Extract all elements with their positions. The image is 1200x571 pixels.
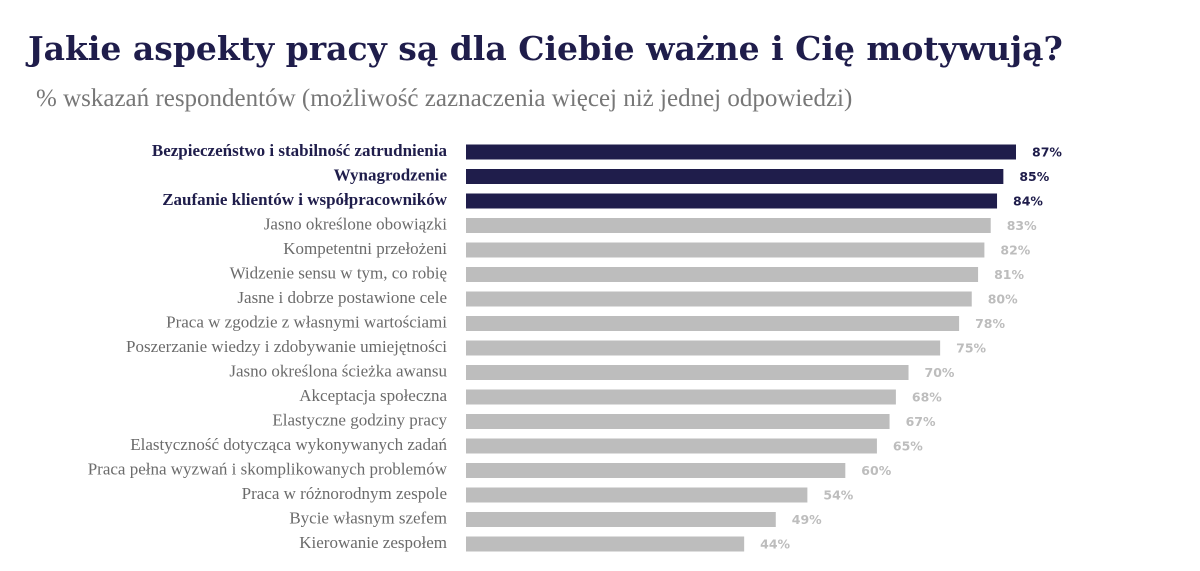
category-label: Bezpieczeństwo i stabilność zatrudnienia — [152, 141, 448, 160]
category-label: Poszerzanie wiedzy i zdobywanie umiejętn… — [126, 337, 447, 356]
category-label: Kompetentni przełożeni — [283, 239, 447, 258]
value-label: 81% — [994, 267, 1024, 282]
category-label: Praca pełna wyzwań i skomplikowanych pro… — [88, 459, 448, 478]
bar — [466, 242, 985, 258]
category-label: Elastyczne godziny pracy — [272, 410, 447, 429]
chart-subtitle: % wskazań respondentów (możliwość zaznac… — [36, 85, 852, 112]
bar — [466, 463, 846, 478]
bar — [466, 487, 808, 503]
value-label: 67% — [906, 414, 936, 429]
bar — [466, 316, 960, 331]
value-label: 78% — [975, 316, 1005, 331]
value-label: 60% — [861, 463, 891, 478]
category-label: Elastyczność dotycząca wykonywanych zada… — [130, 435, 447, 454]
value-label: 80% — [988, 292, 1018, 307]
value-label: 70% — [925, 365, 955, 380]
category-label: Wynagrodzenie — [334, 165, 448, 184]
category-label: Jasno określone obowiązki — [264, 214, 447, 233]
bar — [466, 365, 909, 380]
bar — [466, 169, 1004, 184]
value-label: 54% — [823, 488, 853, 503]
value-label: 82% — [1000, 243, 1030, 258]
category-label: Widzenie sensu w tym, co robię — [230, 263, 447, 282]
bar — [466, 144, 1016, 160]
chart-title: Jakie aspekty pracy są dla Ciebie ważne … — [25, 29, 1063, 68]
bar — [466, 340, 941, 356]
value-label: 87% — [1032, 145, 1062, 160]
category-label: Praca w różnorodnym zespole — [242, 484, 447, 503]
bar — [466, 389, 896, 405]
value-label: 84% — [1013, 194, 1043, 209]
category-label: Zaufanie klientów i współpracowników — [162, 190, 448, 209]
bar — [466, 218, 991, 233]
bar — [466, 193, 998, 209]
value-label: 68% — [912, 390, 942, 405]
value-label: 65% — [893, 439, 923, 454]
bar — [466, 536, 745, 552]
category-label: Praca w zgodzie z własnymi wartościami — [166, 312, 447, 331]
value-label: 83% — [1007, 218, 1037, 233]
value-label: 44% — [760, 537, 790, 552]
bar — [466, 414, 890, 429]
bar — [466, 438, 877, 454]
bar — [466, 291, 972, 307]
bar — [466, 267, 979, 282]
category-label: Bycie własnym szefem — [289, 508, 447, 527]
category-label: Jasno określona ścieżka awansu — [229, 361, 447, 380]
bar — [466, 512, 776, 527]
value-label: 49% — [792, 512, 822, 527]
category-label: Jasne i dobrze postawione cele — [237, 288, 447, 307]
category-label: Akceptacja społeczna — [299, 386, 447, 405]
value-label: 85% — [1019, 169, 1049, 184]
category-label: Kierowanie zespołem — [299, 533, 447, 552]
value-label: 75% — [956, 341, 986, 356]
